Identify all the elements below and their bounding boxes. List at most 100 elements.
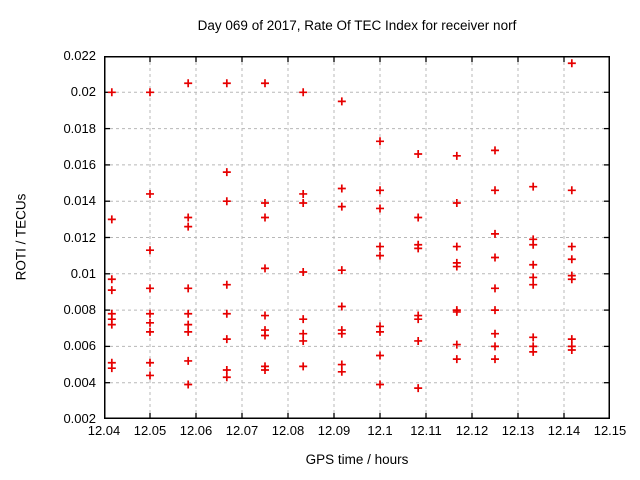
- data-point-marker: [452, 242, 461, 251]
- data-point-marker: [337, 302, 346, 311]
- data-point-marker: [299, 88, 308, 97]
- y-tick-label: 0.016: [63, 156, 96, 172]
- data-point-marker: [222, 309, 231, 318]
- x-tick-label: 12.12: [455, 423, 489, 438]
- data-point-marker: [337, 367, 346, 376]
- data-point-marker: [491, 229, 499, 238]
- x-tick-label: 12.11: [410, 423, 442, 438]
- data-point-marker: [414, 336, 423, 345]
- y-tick-label: 0.006: [63, 338, 96, 354]
- data-point-marker: [299, 199, 308, 208]
- data-point-marker: [222, 280, 231, 289]
- data-point-marker: [491, 146, 499, 155]
- y-tick-label: 0.02: [70, 84, 96, 100]
- y-tick-label: 0.008: [63, 302, 96, 318]
- data-point-marker: [376, 186, 384, 195]
- x-tick-label: 12.14: [547, 423, 581, 438]
- y-tick-label: 0.01: [70, 265, 96, 281]
- data-point-marker: [146, 358, 154, 367]
- data-point-marker: [376, 204, 384, 213]
- data-point-marker: [337, 329, 346, 338]
- plot-area: [104, 56, 610, 419]
- data-point-marker: [529, 333, 538, 342]
- data-point-marker: [452, 307, 461, 316]
- data-point-marker: [299, 315, 308, 324]
- data-point-marker: [261, 79, 269, 88]
- data-point-marker: [261, 365, 269, 374]
- data-point-marker: [414, 150, 423, 159]
- data-point-marker: [452, 355, 461, 364]
- x-axis-label: GPS time / hours: [305, 452, 409, 467]
- y-tick-label: 0.012: [63, 229, 96, 245]
- x-tick-label: 12.04: [87, 423, 121, 438]
- data-point-marker: [337, 360, 346, 369]
- data-point-marker: [107, 320, 116, 329]
- data-point-marker: [567, 335, 576, 344]
- data-point-marker: [261, 311, 269, 320]
- data-point-marker: [414, 315, 423, 324]
- data-point-marker: [184, 284, 193, 293]
- data-point-marker: [146, 309, 154, 318]
- data-point-marker: [184, 79, 193, 88]
- data-point-marker: [146, 189, 154, 198]
- data-point-marker: [222, 373, 231, 382]
- data-point-marker: [529, 280, 538, 289]
- data-point-marker: [184, 327, 193, 336]
- data-point-marker: [376, 251, 384, 260]
- y-tick-label: 0.018: [63, 120, 96, 136]
- data-point-marker: [491, 306, 499, 315]
- data-point-marker: [184, 309, 193, 318]
- x-tick-label: 12.13: [501, 423, 535, 438]
- x-tick-label: 12.09: [317, 423, 351, 438]
- data-point-marker: [529, 260, 538, 269]
- data-point-marker: [146, 318, 154, 327]
- data-point-marker: [376, 351, 384, 360]
- data-point-marker: [414, 244, 423, 253]
- data-point-marker: [299, 362, 308, 371]
- data-point-marker: [146, 88, 154, 97]
- data-point-marker: [567, 255, 576, 264]
- data-point-marker: [261, 264, 269, 273]
- data-point-marker: [261, 199, 269, 208]
- data-point-marker: [299, 336, 308, 345]
- data-point-marker: [376, 380, 384, 389]
- x-tick-label: 12.07: [225, 423, 259, 438]
- plot-border: [104, 56, 610, 419]
- data-point-marker: [491, 284, 499, 293]
- x-tick-label: 12.05: [133, 423, 167, 438]
- data-point-marker: [337, 266, 346, 275]
- data-point-marker: [222, 168, 231, 177]
- data-point-marker: [299, 329, 308, 338]
- data-point-marker: [452, 262, 461, 271]
- y-tick-label: 0.002: [63, 411, 96, 426]
- data-point-marker: [261, 213, 269, 222]
- data-point-marker: [146, 327, 154, 336]
- y-tick-label: 0.014: [63, 193, 96, 209]
- data-point-marker: [107, 286, 116, 295]
- data-point-marker: [529, 182, 538, 191]
- data-point-marker: [491, 329, 499, 338]
- data-point-marker: [184, 320, 193, 329]
- data-point-marker: [491, 355, 499, 364]
- data-point-marker: [184, 222, 193, 231]
- data-point-marker: [491, 253, 499, 262]
- data-point-marker: [567, 242, 576, 251]
- data-point-marker: [146, 246, 154, 255]
- data-point-marker: [376, 242, 384, 251]
- y-tick-label: 0.004: [63, 374, 96, 390]
- data-point-marker: [146, 371, 154, 380]
- data-point-marker: [452, 340, 461, 349]
- data-point-marker: [107, 275, 116, 284]
- data-point-marker: [184, 356, 193, 365]
- data-point-marker: [452, 199, 461, 208]
- x-tick-label: 12.08: [271, 423, 305, 438]
- data-point-marker: [107, 88, 116, 97]
- x-tick-label: 12.06: [179, 423, 213, 438]
- data-point-marker: [146, 284, 154, 293]
- chart-title: Day 069 of 2017, Rate Of TEC Index for r…: [197, 18, 517, 33]
- data-point-marker: [107, 215, 116, 224]
- data-point-marker: [529, 347, 538, 356]
- data-point-marker: [491, 186, 499, 195]
- data-point-marker: [529, 240, 538, 249]
